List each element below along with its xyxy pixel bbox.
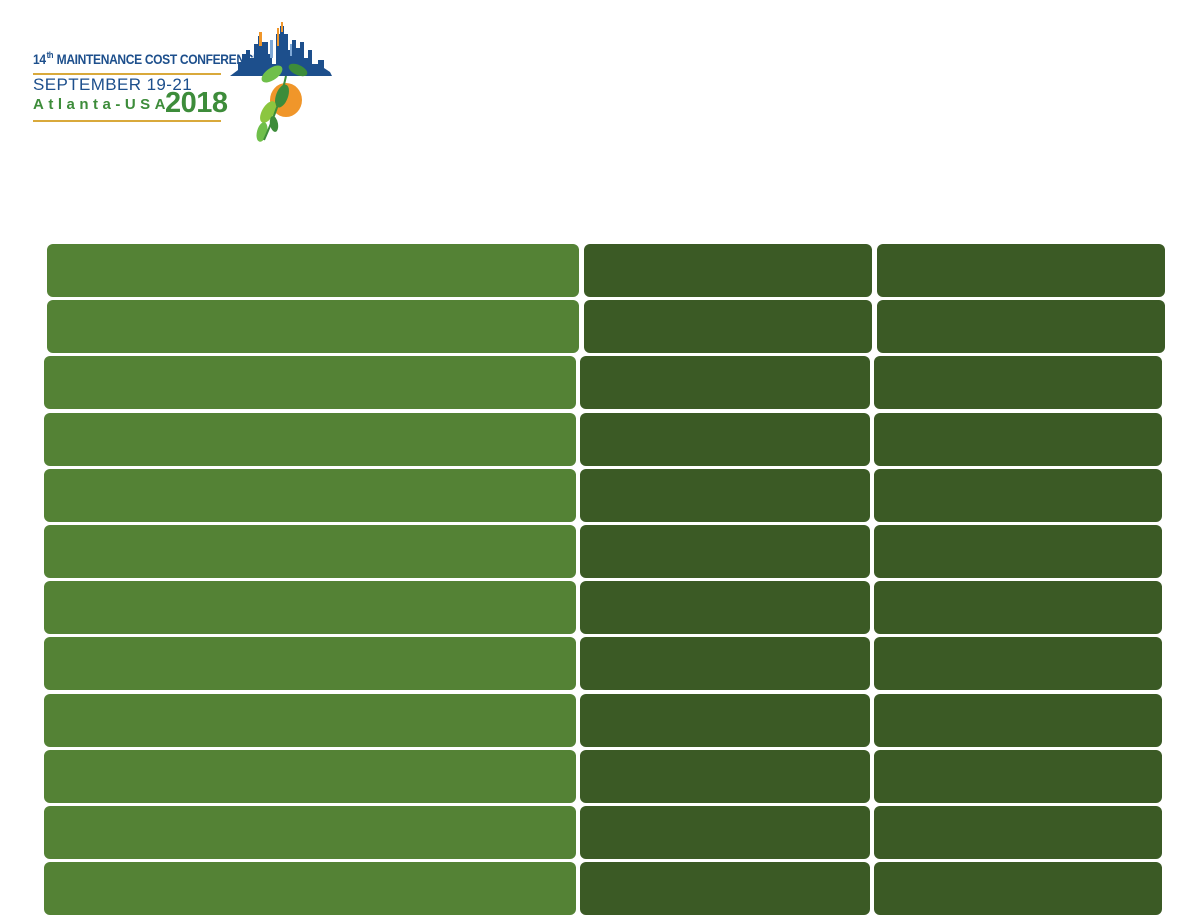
table-cell	[877, 244, 1165, 297]
table-cell	[580, 413, 870, 466]
table-cell	[44, 581, 576, 634]
table-cell	[47, 244, 579, 297]
table-cell	[874, 862, 1162, 915]
logo-dates: SEPTEMBER 19-21	[33, 75, 193, 94]
table-cell	[580, 356, 870, 409]
table-cell	[44, 469, 576, 522]
table-cell	[874, 637, 1162, 690]
table-cell	[580, 694, 870, 747]
logo-location: Atlanta-USA	[33, 96, 171, 113]
logo-divider-bottom	[33, 120, 221, 122]
table-cell	[584, 300, 872, 353]
logo-ordinal: 14	[33, 51, 46, 67]
table-cell	[580, 581, 870, 634]
table-cell	[874, 694, 1162, 747]
table-cell	[874, 525, 1162, 578]
table-cell	[874, 469, 1162, 522]
table-cell	[580, 469, 870, 522]
table-cell	[874, 750, 1162, 803]
logo-divider-top	[33, 73, 221, 75]
table-cell	[44, 356, 576, 409]
logo-title-line: 14th MAINTENANCE COST CONFERENCE	[33, 50, 261, 67]
table-cell	[44, 413, 576, 466]
table-cell	[580, 862, 870, 915]
table-cell	[44, 525, 576, 578]
table-cell	[44, 694, 576, 747]
table-cell	[580, 637, 870, 690]
table-cell	[44, 806, 576, 859]
logo-year: 2018	[165, 87, 228, 119]
table-cell	[44, 637, 576, 690]
logo-ordinal-suffix: th	[46, 50, 54, 60]
skyline-peach-icon	[230, 22, 332, 142]
table-cell	[580, 806, 870, 859]
table-cell	[44, 862, 576, 915]
table-cell	[584, 244, 872, 297]
table-cell	[874, 413, 1162, 466]
table-cell	[874, 806, 1162, 859]
conference-logo: 14th MAINTENANCE COST CONFERENCE SEPTEMBE…	[28, 14, 338, 144]
table-cell	[877, 300, 1165, 353]
table-cell	[874, 581, 1162, 634]
table-cell	[580, 525, 870, 578]
table-cell	[44, 750, 576, 803]
logo-title: MAINTENANCE COST CONFERENCE	[56, 51, 261, 67]
table-cell	[580, 750, 870, 803]
table-cell	[47, 300, 579, 353]
table-cell	[874, 356, 1162, 409]
